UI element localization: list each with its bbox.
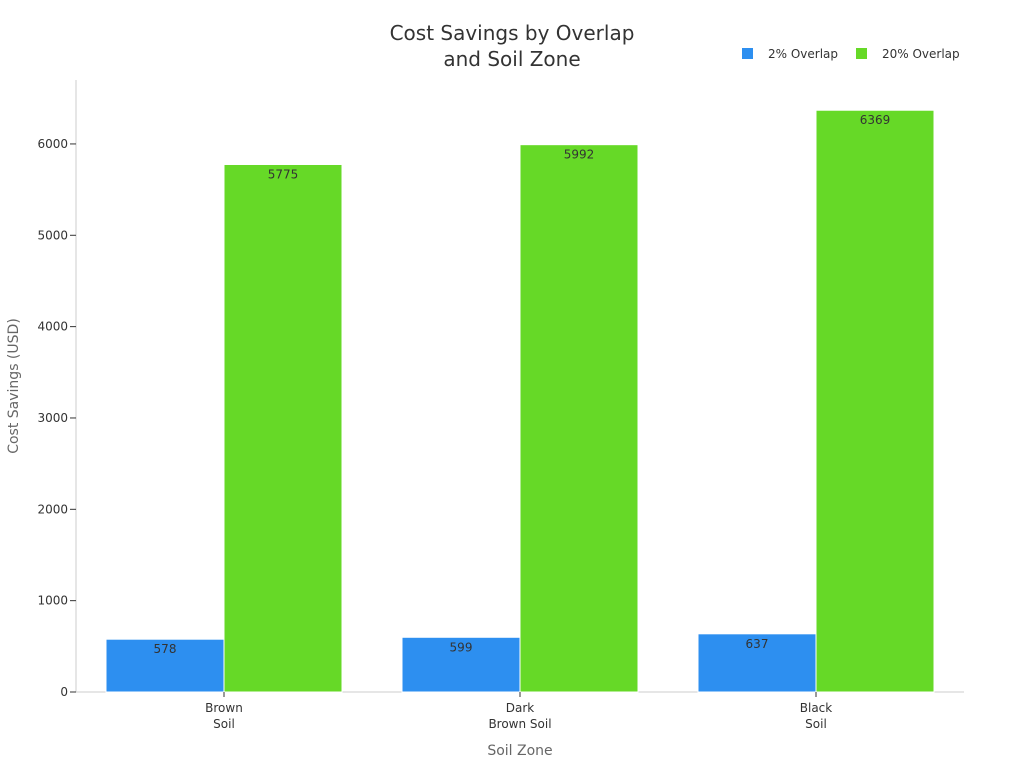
x-tick-label: Black — [800, 701, 833, 715]
legend-swatch — [856, 48, 867, 59]
y-tick-label: 2000 — [37, 502, 68, 516]
data-label: 599 — [450, 640, 473, 654]
y-tick-label: 4000 — [37, 320, 68, 334]
y-axis-title: Cost Savings (USD) — [6, 318, 22, 454]
chart-title-line: Cost Savings by Overlap — [390, 21, 635, 45]
x-tick-label: Dark — [506, 701, 535, 715]
bar-overlap-20-2 — [815, 109, 935, 693]
y-tick-label: 6000 — [37, 137, 68, 151]
chart-title-line: and Soil Zone — [443, 47, 580, 71]
x-tick-label: Soil — [213, 717, 235, 731]
legend-swatch — [742, 48, 753, 59]
y-tick-label: 3000 — [37, 411, 68, 425]
data-label: 637 — [746, 637, 769, 651]
legend-label: 20% Overlap — [882, 47, 960, 61]
data-label: 578 — [154, 642, 177, 656]
data-label: 5992 — [564, 148, 595, 162]
x-tick-label: Soil — [805, 717, 827, 731]
y-tick-label: 1000 — [37, 594, 68, 608]
x-tick-label: Brown — [205, 701, 243, 715]
data-label: 6369 — [860, 113, 891, 127]
bar-overlap-20-0 — [223, 163, 343, 693]
y-tick-label: 0 — [60, 685, 68, 699]
x-axis-title: Soil Zone — [487, 743, 552, 759]
legend: 2% Overlap 20% Overlap — [742, 47, 960, 61]
legend-label: 2% Overlap — [768, 47, 838, 61]
x-axis-ticks: Brown Soil Dark Brown Soil Black Soil — [205, 692, 832, 731]
data-label: 5775 — [268, 167, 299, 181]
data-labels: 578 5775 599 5992 637 6369 — [154, 113, 891, 656]
x-tick-label: Brown Soil — [488, 717, 551, 731]
bar-overlap-2-1 — [401, 636, 521, 693]
bars — [105, 109, 935, 693]
bar-overlap-20-1 — [519, 144, 639, 693]
y-tick-label: 5000 — [37, 228, 68, 242]
y-axis-ticks: 0 1000 2000 3000 4000 5000 6000 — [37, 137, 76, 699]
bar-overlap-2-2 — [697, 633, 817, 693]
